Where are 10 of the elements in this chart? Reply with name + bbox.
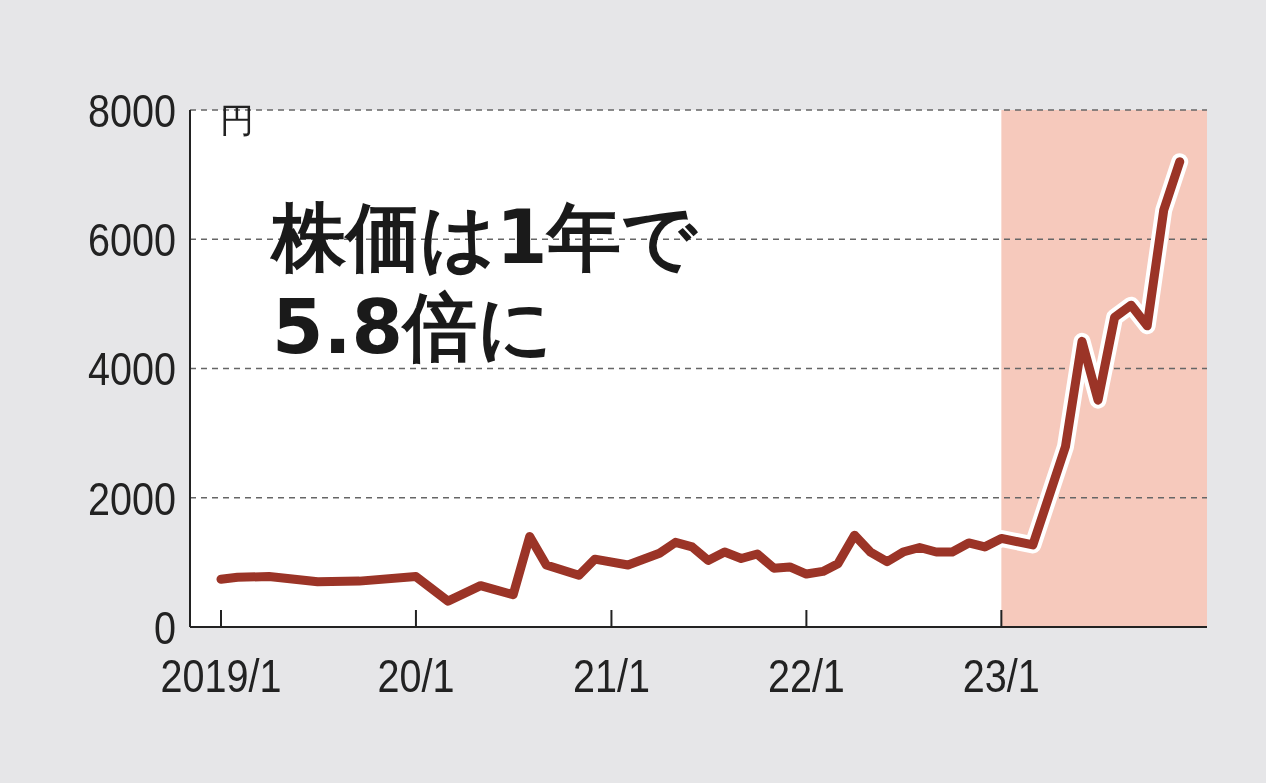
x-tick-label: 20/1 bbox=[377, 650, 455, 702]
y-tick-label: 8000 bbox=[88, 85, 176, 137]
y-tick-label: 6000 bbox=[88, 214, 176, 266]
x-tick-label: 21/1 bbox=[572, 650, 650, 702]
y-tick-label: 2000 bbox=[88, 472, 176, 525]
y-tick-label: 4000 bbox=[88, 343, 176, 396]
x-tick-label: 22/1 bbox=[767, 650, 845, 702]
x-tick-label: 23/1 bbox=[962, 650, 1040, 702]
annotation: 株価は1年で5.8倍に bbox=[272, 193, 699, 373]
y-axis-title: 円 bbox=[220, 100, 254, 140]
